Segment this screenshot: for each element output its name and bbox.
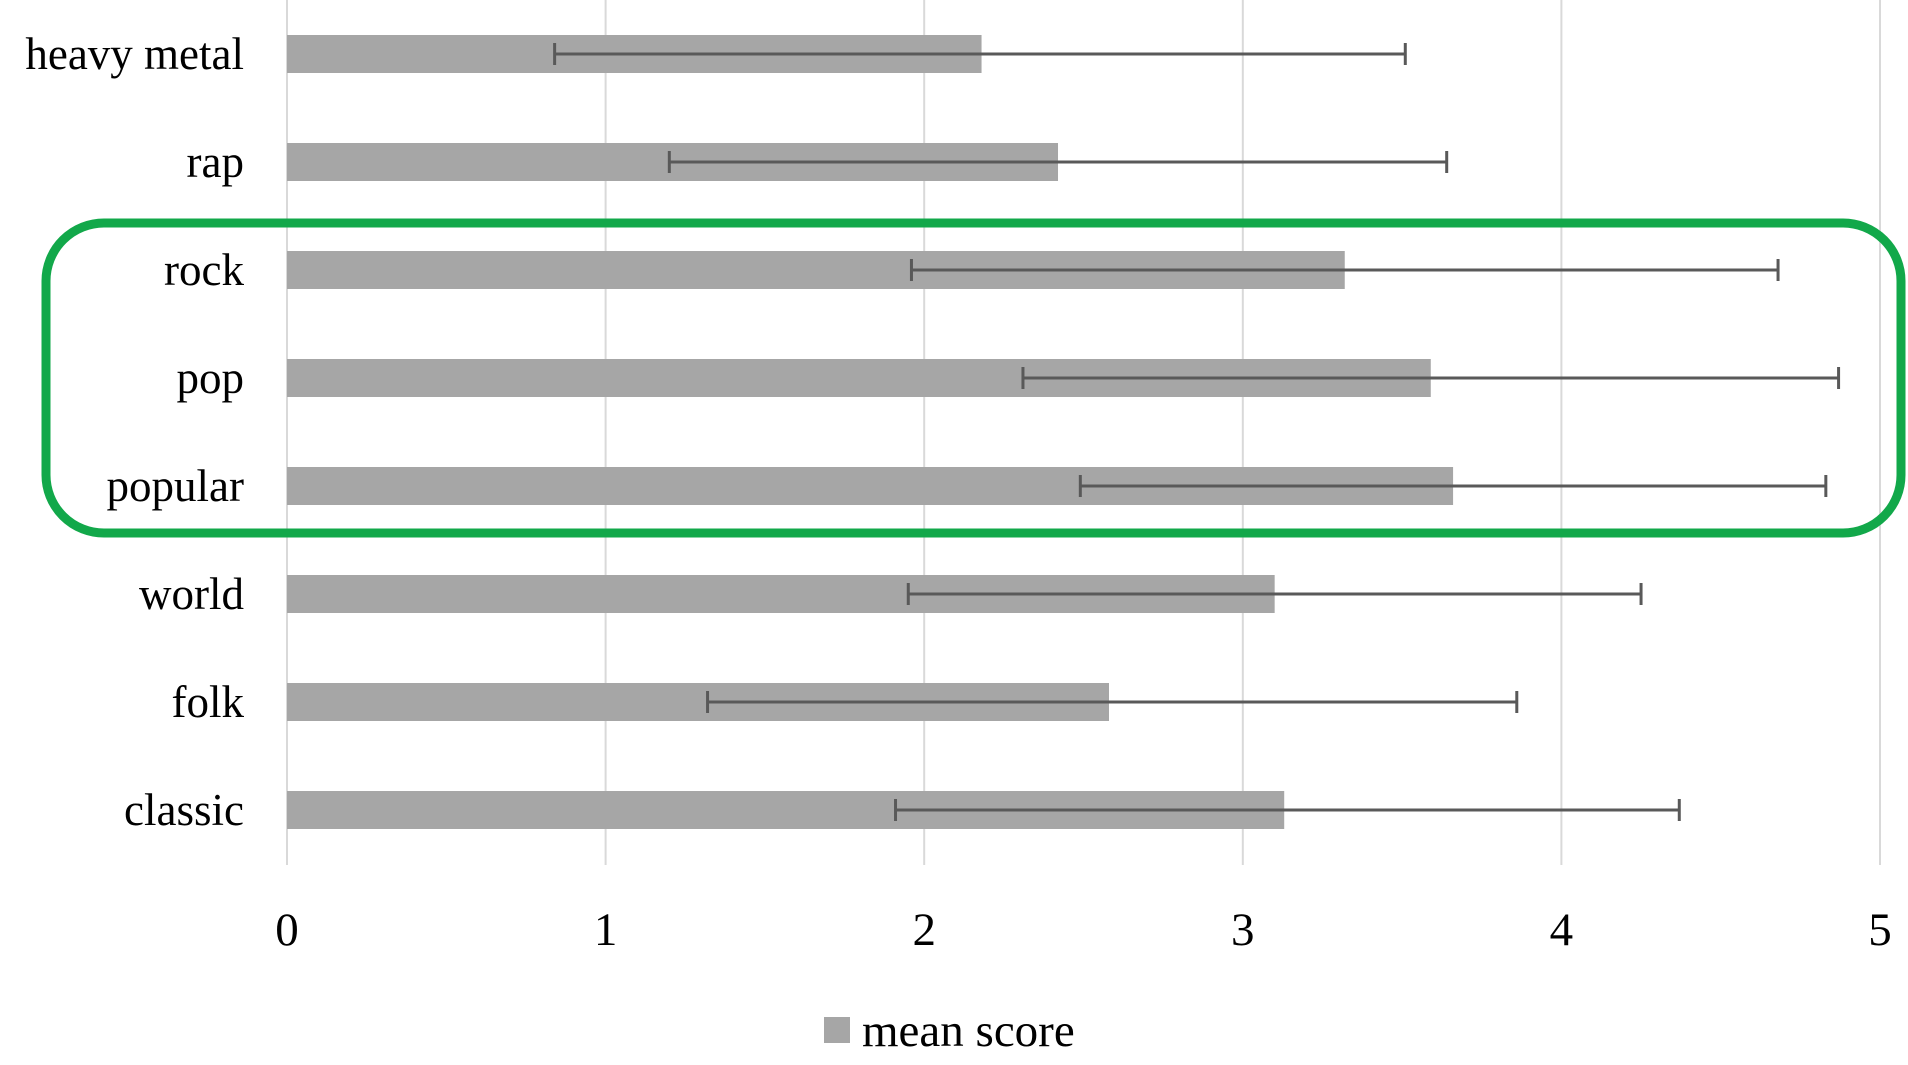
error-bar xyxy=(553,43,1407,65)
error-bar xyxy=(706,691,1519,713)
x-tick-label: 0 xyxy=(275,904,299,956)
error-bar xyxy=(667,151,1449,173)
category-label: world xyxy=(139,569,244,619)
error-bar xyxy=(894,799,1681,821)
x-tick-label: 5 xyxy=(1868,904,1892,956)
category-label: popular xyxy=(107,461,244,511)
category-label: rock xyxy=(164,245,244,295)
error-bar xyxy=(1021,367,1841,389)
category-label: folk xyxy=(172,677,245,727)
category-label: heavy metal xyxy=(25,29,244,79)
x-tick-labels: 0 1 2 3 4 5 xyxy=(275,904,1892,956)
x-tick-label: 3 xyxy=(1231,904,1255,956)
x-tick-label: 4 xyxy=(1550,904,1574,956)
x-tick-label: 2 xyxy=(912,904,936,956)
highlight-box xyxy=(41,218,1906,538)
error-bars xyxy=(553,43,1841,821)
error-bar xyxy=(906,583,1643,605)
bars xyxy=(287,35,1454,829)
grid-lines xyxy=(286,0,1881,865)
category-label: rap xyxy=(187,137,244,187)
category-label: classic xyxy=(124,785,244,835)
category-label: pop xyxy=(177,353,245,403)
category-labels: heavy metal rap rock pop popular world folk cla… xyxy=(25,29,244,835)
error-bar xyxy=(1078,475,1828,497)
legend-swatch xyxy=(824,1017,850,1043)
error-bar xyxy=(909,259,1780,281)
x-tick-label: 1 xyxy=(594,904,618,956)
legend: mean score xyxy=(824,1005,1075,1057)
legend-label: mean score xyxy=(862,1005,1075,1057)
